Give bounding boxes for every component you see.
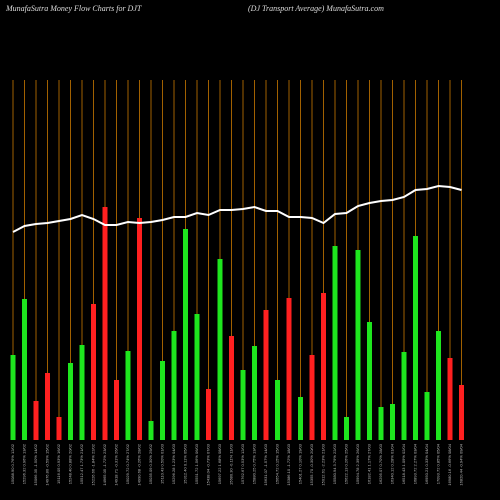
x-tick-label: 15355.70 -0.30% 20/03 <box>309 443 314 485</box>
x-tick-label: 15438.04 -0.73% 07/03 <box>206 443 211 485</box>
x-tick-label: 15994.78 2.39% 26/03 <box>355 443 360 484</box>
bar <box>229 336 234 440</box>
line <box>12 184 462 233</box>
bar <box>171 331 177 440</box>
bar <box>263 310 269 440</box>
bar <box>309 355 315 440</box>
x-tick-label: 15622.13 0.26% 25/03 <box>344 443 349 484</box>
x-tick-label: 16980.16 -0.66% 08/04 <box>447 443 452 485</box>
bar <box>401 352 407 440</box>
bar <box>459 385 464 440</box>
bar <box>424 392 430 440</box>
bar <box>344 417 349 440</box>
bar <box>102 207 108 440</box>
x-tick-label: 16820.44 -0.94% 09/04 <box>459 443 464 485</box>
bar <box>378 407 384 440</box>
bar <box>436 331 441 440</box>
x-tick-label: 15248.40 0.88% 20/02 <box>68 443 73 484</box>
x-tick-label: 16295.07 0.70% 28/03 <box>378 443 383 484</box>
bar <box>413 236 418 440</box>
bar <box>321 293 326 440</box>
bar <box>447 358 453 440</box>
x-tick-label: 17093.72 0.85% 05/04 <box>436 443 441 484</box>
x-tick-label: 15401.27 0.10% 19/03 <box>298 443 303 484</box>
x-tick-label: 15226.66 -1.84% 22/02 <box>91 443 96 485</box>
bar <box>194 314 200 440</box>
bar <box>286 298 292 440</box>
x-tick-label: 15762.67 0.53% 12/03 <box>240 443 245 484</box>
bar <box>137 218 142 440</box>
x-tick-label: 16893.72 2.27% 03/04 <box>413 443 418 484</box>
chart-title: MunafaSutra Money Flow Charts for DJT <box>5 4 142 13</box>
x-tick-label: 15697.22 1.68% 08/03 <box>217 443 222 484</box>
chart-subtitle: (DJ Transport Average) MunafaSutra.com <box>248 4 384 13</box>
x-tick-label: 15880.25 0.75% 13/03 <box>252 443 257 484</box>
bar <box>355 250 361 440</box>
x-tick-label: 16518.43 1.09% 02/04 <box>401 443 406 484</box>
x-tick-label: 15551.72 1.56% 06/03 <box>194 443 199 484</box>
x-tick-label: 15580.94 3.79% 22/03 <box>332 443 337 484</box>
bar <box>206 389 211 440</box>
x-tick-label: 15654.72 0.15% 15/03 <box>275 443 280 484</box>
x-tick-label: 14918.71 -0.31% 26/02 <box>114 443 119 485</box>
x-tick-label: 15512.47 1.73% 21/02 <box>79 443 84 484</box>
x-tick-label: 14976.80 -0.59% 15/02 <box>45 443 50 485</box>
bar <box>240 370 246 440</box>
bar <box>68 363 73 440</box>
x-tick-label: 15066.35 -1.50% 14/02 <box>33 443 38 485</box>
bar <box>10 355 16 440</box>
bar <box>183 229 188 440</box>
bar <box>298 397 303 440</box>
x-tick-label: 15296.28 1.23% 04/03 <box>171 443 176 484</box>
x-tick-label: 15012.61 -2.23% 21/03 <box>321 443 326 485</box>
x-tick-label: 15631.07 -1.57% 14/03 <box>263 443 268 485</box>
bar <box>45 373 50 440</box>
x-tick-label: 15029.72 0.74% 27/02 <box>125 443 130 484</box>
x-tick-label: 14965.05 -1.72% 23/02 <box>102 443 107 485</box>
x-tick-label: 16340.12 0.28% 01/04 <box>390 443 395 484</box>
x-tick-label: 15680.30 -0.11% 11/03 <box>229 443 234 485</box>
bar <box>367 322 372 440</box>
x-tick-label: 15312.40 0.11% 05/03 <box>183 443 188 484</box>
x-tick-label: 15088.90 0.76% 12/02 <box>10 443 15 484</box>
bar <box>125 351 131 440</box>
x-tick-label: 16182.41 1.17% 27/03 <box>367 443 372 484</box>
x-tick-label: 15386.10 -1.72% 18/03 <box>286 443 291 485</box>
bar <box>56 417 62 440</box>
x-tick-label: 16950.21 0.33% 04/04 <box>424 443 429 484</box>
bar <box>252 346 257 440</box>
bar <box>217 259 223 440</box>
x-tick-label: 14990.68 -0.26% 28/02 <box>137 443 142 485</box>
bar <box>33 401 39 440</box>
x-tick-label: 15110.43 0.50% 01/03 <box>160 443 165 484</box>
x-tick-label: 15296.32 0.96% 13/02 <box>22 443 27 484</box>
bar <box>160 361 165 440</box>
bar <box>148 421 154 440</box>
bar <box>275 380 280 440</box>
x-tick-label: 15116.05 0.93% 16/02 <box>56 443 61 484</box>
bar <box>91 304 96 440</box>
bar <box>79 345 85 440</box>
bar <box>22 299 27 440</box>
bar <box>114 380 119 440</box>
bar <box>390 404 395 440</box>
bar <box>332 246 338 440</box>
x-tick-label: 15035.09 0.30% 29/02 <box>148 443 153 484</box>
